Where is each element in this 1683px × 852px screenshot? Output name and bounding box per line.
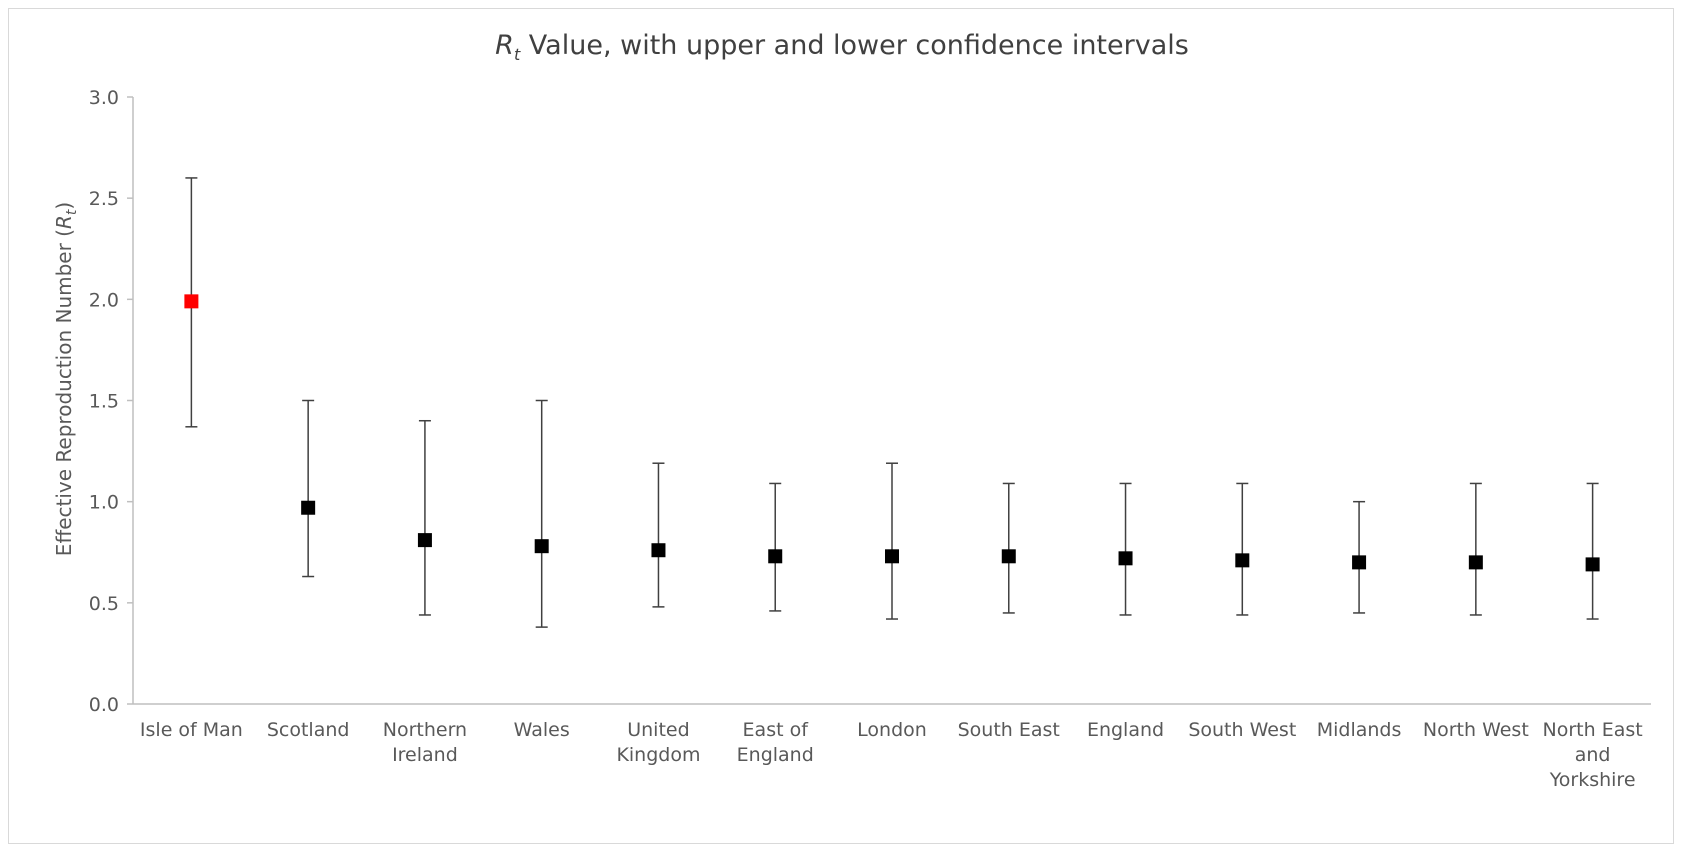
x-tick-label-line: Scotland: [267, 719, 350, 741]
x-tick-label: Northern Ireland: [383, 719, 467, 766]
x-tick-label-line: East of: [743, 719, 810, 741]
x-tick-label: England: [1087, 719, 1164, 741]
x-tick-label-line: London: [857, 719, 927, 741]
data-point-marker: [1585, 557, 1600, 572]
chart-title: Rt Value, with upper and lower confidenc…: [495, 30, 1189, 64]
data-point-marker: [534, 539, 549, 554]
x-tick-label: United Kingdom: [616, 719, 700, 766]
x-tick-label-line: England: [1087, 719, 1164, 741]
y-axis-label: Effective Reproduction Number (Rt): [52, 202, 80, 556]
x-tick-labels: Isle of Man Scotland Northern Ireland Wales U…: [140, 719, 1643, 791]
y-ticks: 0.0 0.5 1.0 1.5 2.0 2.5 3.0: [89, 87, 133, 716]
x-tick-label-line: Northern: [383, 719, 467, 741]
x-tick-label: South West: [1188, 719, 1296, 741]
y-tick-label: 2.0: [89, 289, 119, 311]
y-tick-label: 1.0: [89, 492, 119, 514]
chart-title-rest: Value, with upper and lower confidence i…: [520, 30, 1189, 61]
chart-svg: Rt Value, with upper and lower confidenc…: [52, 30, 1651, 791]
x-tick-label: North East and Yorkshire: [1543, 719, 1643, 791]
x-tick-label: East of England: [737, 719, 814, 766]
data-point-marker: [184, 294, 199, 309]
x-tick-label: Midlands: [1317, 719, 1402, 741]
x-tick-label-line: North West: [1423, 719, 1529, 741]
y-axis-label-suffix: ): [52, 202, 76, 210]
y-axis-label-prefix: Effective Reproduction Number (: [52, 229, 76, 556]
y-axis-label-symbol: R: [52, 215, 76, 229]
x-tick-label-line: South East: [958, 719, 1060, 741]
x-tick-label-line: Midlands: [1317, 719, 1402, 741]
data-point-marker: [301, 500, 316, 515]
x-tick-label: North West: [1423, 719, 1529, 741]
y-tick-label: 3.0: [89, 87, 119, 109]
chart-area: Rt Value, with upper and lower confidenc…: [8, 8, 1674, 844]
x-tick-label-line: North East: [1543, 719, 1643, 741]
x-tick-label: Wales: [514, 719, 570, 741]
chart-title-symbol: R: [495, 30, 514, 61]
x-tick-label: Scotland: [267, 719, 350, 741]
data-point-marker: [1118, 551, 1133, 566]
data-point-marker: [1001, 549, 1016, 564]
x-tick-label: South East: [958, 719, 1060, 741]
x-tick-label-line: Yorkshire: [1549, 769, 1636, 791]
data-point-marker: [1468, 555, 1483, 570]
data-point-marker: [768, 549, 783, 564]
chart-title-subscript: t: [514, 45, 521, 64]
data-point-marker: [1352, 555, 1367, 570]
x-tick-label: Isle of Man: [140, 719, 243, 741]
y-tick-label: 0.0: [89, 694, 119, 716]
data-point-marker: [651, 543, 666, 558]
data-point-marker: [417, 533, 432, 548]
x-tick-label-line: and: [1575, 744, 1611, 766]
data-point-marker: [1235, 553, 1250, 568]
x-tick-label: London: [857, 719, 927, 741]
data-points: [184, 294, 1600, 572]
x-tick-label-line: Isle of Man: [140, 719, 243, 741]
y-tick-label: 0.5: [89, 593, 119, 615]
x-tick-label-line: England: [737, 744, 814, 766]
y-tick-label: 2.5: [89, 188, 119, 210]
x-tick-label-line: Ireland: [392, 744, 458, 766]
x-tick-label-line: United: [627, 719, 689, 741]
y-axis-label-subscript: t: [64, 209, 80, 215]
x-tick-label-line: South West: [1188, 719, 1296, 741]
x-tick-label-line: Kingdom: [616, 744, 700, 766]
y-tick-label: 1.5: [89, 391, 119, 413]
data-point-marker: [885, 549, 899, 564]
x-tick-label-line: Wales: [514, 719, 570, 741]
